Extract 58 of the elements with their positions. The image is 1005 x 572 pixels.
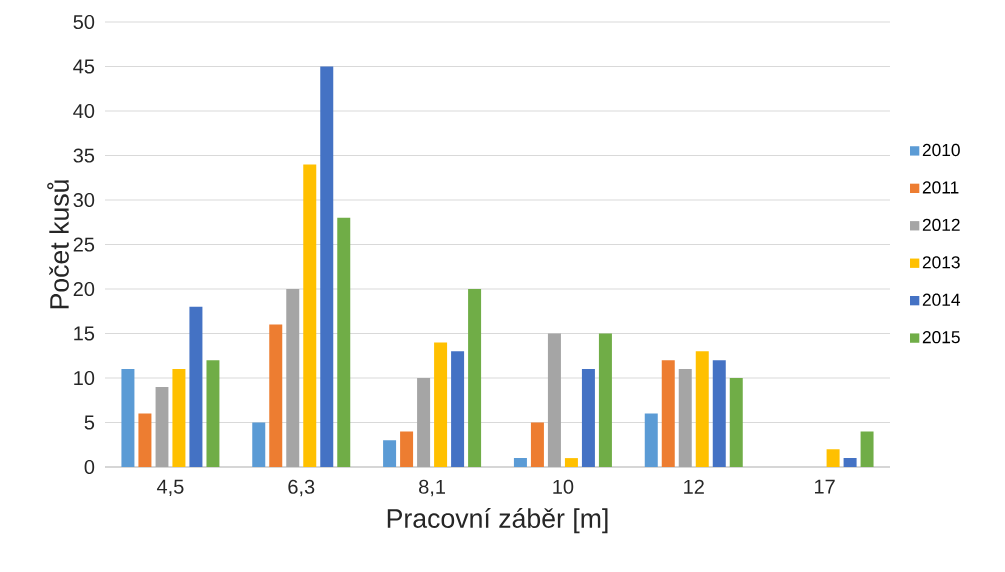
- x-tick-label: 4,5: [156, 479, 184, 497]
- bar: [383, 440, 397, 467]
- bar: [547, 333, 561, 467]
- bar: [644, 413, 658, 467]
- bar: [121, 369, 135, 467]
- bar: [564, 458, 578, 467]
- x-tick-label: 17: [814, 479, 835, 494]
- bar: [712, 360, 726, 467]
- bar: [337, 217, 351, 467]
- y-tick-label: 50: [73, 14, 95, 30]
- y-tick-label: 15: [74, 326, 95, 341]
- x-tick-label: 8,1: [419, 479, 446, 497]
- bar: [695, 351, 709, 467]
- y-tick-label: 10: [74, 370, 95, 386]
- legend-label: 2014: [922, 293, 961, 306]
- bar: [172, 369, 186, 467]
- legend-label: 2010: [922, 143, 960, 157]
- x-tick-label: 6,3: [288, 479, 315, 497]
- legend-label: 2012: [922, 218, 960, 231]
- bar: [451, 351, 465, 467]
- y-tick-label: 40: [73, 103, 95, 119]
- bar: [468, 289, 482, 467]
- y-tick-label: 25: [73, 237, 95, 252]
- y-tick-label: 0: [84, 459, 95, 475]
- bar: [155, 386, 169, 467]
- x-axis-title: Pracovní záběr [m]: [387, 508, 608, 534]
- bar: [138, 413, 152, 467]
- y-tick-label: 5: [84, 415, 95, 430]
- legend-label: 2013: [922, 256, 960, 269]
- bar: [661, 360, 675, 467]
- bar: [252, 422, 266, 467]
- bar: [417, 378, 431, 467]
- bar: [530, 422, 544, 467]
- bar: [598, 333, 612, 467]
- bar: [513, 458, 527, 467]
- bar: [860, 431, 874, 467]
- y-tick-label: 20: [73, 281, 95, 297]
- y-tick-label: 30: [73, 192, 95, 208]
- x-tick-label: 12: [684, 479, 704, 494]
- bar: [826, 449, 840, 467]
- y-axis-title: Počet kusů: [47, 180, 69, 309]
- x-tick-label: 10: [553, 479, 574, 494]
- bar: [400, 431, 414, 467]
- bar: [843, 458, 857, 467]
- legend-label: 2011: [922, 181, 959, 194]
- y-tick-label: 45: [73, 59, 95, 74]
- bar: [434, 342, 448, 467]
- y-tick-label: 35: [73, 148, 95, 163]
- bar: [320, 66, 334, 467]
- bar: [189, 306, 203, 467]
- bar: [286, 289, 300, 467]
- bar: [581, 369, 595, 467]
- bar: [729, 378, 743, 467]
- bar: [269, 324, 283, 467]
- bar: [678, 369, 692, 467]
- bar: [303, 164, 317, 467]
- legend-label: 2015: [922, 331, 960, 344]
- bar: [206, 360, 220, 467]
